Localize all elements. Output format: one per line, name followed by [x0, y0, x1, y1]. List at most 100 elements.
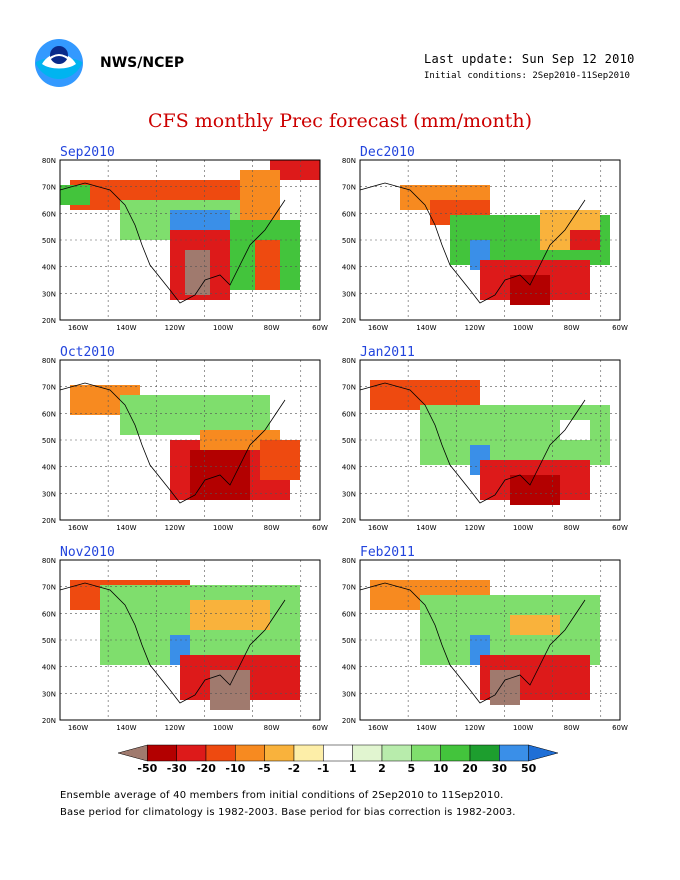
- lat-label: 20N: [342, 317, 356, 325]
- page-title: CFS monthly Prec forecast (mm/month): [148, 110, 532, 132]
- lat-label: 60N: [42, 610, 56, 618]
- colorbar-swatch: [411, 744, 441, 762]
- lat-label: 60N: [42, 410, 56, 418]
- lat-label: 50N: [42, 237, 56, 245]
- lon-label: 160W: [368, 724, 388, 732]
- lat-label: 30N: [342, 490, 356, 498]
- coastline: [59, 182, 286, 304]
- lon-label: 100W: [213, 524, 233, 532]
- last-update-text: Last update: Sun Sep 12 2010: [424, 52, 635, 66]
- map-frame: [359, 559, 621, 721]
- lon-label: 160W: [368, 524, 388, 532]
- colorbar: [118, 744, 558, 762]
- lat-label: 50N: [42, 637, 56, 645]
- lat-label: 70N: [42, 584, 56, 592]
- lat-label: 40N: [342, 464, 356, 472]
- lon-label: 120W: [165, 524, 185, 532]
- panel-title: Feb2011: [360, 545, 415, 560]
- colorbar-label: 5: [407, 762, 416, 775]
- lon-label: 120W: [165, 724, 185, 732]
- panel-title: Jan2011: [360, 345, 415, 360]
- lon-label: 140W: [416, 724, 436, 732]
- colorbar-swatch: [352, 744, 383, 762]
- colorbar-label: -10: [225, 762, 246, 775]
- lat-label: 20N: [342, 717, 356, 725]
- colorbar-swatch: [235, 744, 265, 762]
- map-panel-sep2010: Sep2010 80N 70N 60N 50N 40N 30N 20N 160W 140W 120…: [30, 145, 330, 335]
- lat-label: 40N: [42, 464, 56, 472]
- lat-label: 20N: [342, 517, 356, 525]
- colorbar-label: 20: [462, 762, 478, 775]
- colorbar-label: 10: [433, 762, 449, 775]
- map-frame: [59, 559, 321, 721]
- map-frame: [359, 359, 621, 521]
- lon-label: 100W: [213, 324, 233, 332]
- panel-title: Nov2010: [60, 545, 115, 560]
- colorbar-swatch: [293, 744, 324, 762]
- lon-label: 60W: [312, 324, 328, 332]
- lat-label: 70N: [342, 584, 356, 592]
- org-label: NWS/NCEP: [100, 55, 185, 71]
- lat-label: 60N: [342, 210, 356, 218]
- colorbar-swatch: [381, 744, 412, 762]
- lat-label: 80N: [342, 157, 356, 165]
- lon-label: 160W: [68, 324, 88, 332]
- colorbar-swatch: [147, 744, 177, 762]
- lat-label: 50N: [342, 437, 356, 445]
- lat-label: 80N: [42, 357, 56, 365]
- initial-conditions-text: Initial conditions: 2Sep2010-11Sep2010: [424, 71, 630, 81]
- coastline: [59, 382, 286, 504]
- base-period-note: Base period for climatology is 1982-2003…: [60, 807, 516, 818]
- lon-label: 60W: [612, 724, 628, 732]
- lon-label: 120W: [465, 724, 485, 732]
- lat-label: 40N: [342, 664, 356, 672]
- lat-label: 70N: [42, 184, 56, 192]
- lon-label: 120W: [465, 324, 485, 332]
- forecast-map: 80N 70N 60N 50N 40N 30N 20N 160W 140W 120W 100W 80W…: [342, 357, 628, 532]
- colorbar-swatch: [440, 744, 471, 762]
- lon-label: 80W: [564, 724, 580, 732]
- lon-label: 100W: [513, 524, 533, 532]
- panel-title: Sep2010: [60, 145, 115, 160]
- lon-label: 80W: [264, 524, 280, 532]
- colorbar-swatch: [118, 744, 148, 762]
- forecast-map: 80N 70N 60N 50N 40N 30N 20N 160W 140W 120W 100W 80W…: [42, 157, 328, 332]
- lon-label: 80W: [564, 324, 580, 332]
- map-panel-nov2010: Nov2010 80N 70N 60N 50N 40N 30N 20N 160W 140W 120…: [30, 545, 330, 735]
- lat-label: 70N: [42, 384, 56, 392]
- forecast-map: 80N 70N 60N 50N 40N 30N 20N 160W 140W 120W 100W 80W…: [342, 157, 628, 332]
- lat-label: 50N: [42, 437, 56, 445]
- colorbar-label: -50: [137, 762, 158, 775]
- colorbar-swatch: [176, 744, 207, 762]
- forecast-map: 80N 70N 60N 50N 40N 30N 20N 160W 140W 120W 100W 80W…: [42, 557, 328, 732]
- lon-label: 80W: [264, 324, 280, 332]
- coastline: [359, 382, 586, 504]
- forecast-map: 80N 70N 60N 50N 40N 30N 20N 160W 140W 120W 100W 80W…: [42, 357, 328, 532]
- lat-label: 70N: [342, 184, 356, 192]
- lon-label: 60W: [312, 524, 328, 532]
- lat-label: 60N: [342, 410, 356, 418]
- colorbar-label: -2: [287, 762, 301, 775]
- lat-label: 40N: [42, 264, 56, 272]
- lon-label: 140W: [116, 724, 136, 732]
- lat-label: 40N: [342, 264, 356, 272]
- lon-label: 100W: [513, 324, 533, 332]
- colorbar-label: -20: [196, 762, 216, 775]
- lat-label: 20N: [42, 317, 56, 325]
- map-panel-feb2011: Feb2011 80N 70N 60N 50N 40N 30N 20N 160W 140W 120…: [330, 545, 630, 735]
- map-panel-oct2010: Oct2010 80N 70N 60N 50N 40N 30N 20N 160W 140W 120…: [30, 345, 330, 535]
- map-frame: [359, 159, 621, 321]
- colorbar-label: 1: [348, 762, 357, 775]
- colorbar-label: 50: [521, 762, 537, 775]
- lat-label: 50N: [342, 637, 356, 645]
- lat-label: 60N: [342, 610, 356, 618]
- colorbar-swatch: [205, 744, 236, 762]
- colorbar-label: 30: [491, 762, 507, 775]
- lat-label: 50N: [342, 237, 356, 245]
- lat-label: 80N: [342, 357, 356, 365]
- lat-label: 70N: [342, 384, 356, 392]
- lon-label: 160W: [368, 324, 388, 332]
- lon-label: 80W: [264, 724, 280, 732]
- colorbar-swatch: [499, 744, 529, 762]
- lat-label: 40N: [42, 664, 56, 672]
